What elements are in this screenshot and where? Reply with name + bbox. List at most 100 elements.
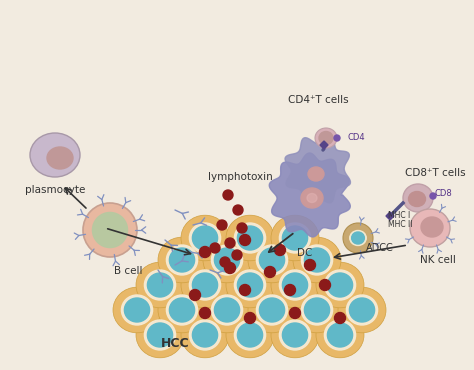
Ellipse shape — [181, 262, 229, 308]
Ellipse shape — [47, 147, 73, 169]
Circle shape — [217, 220, 227, 230]
Ellipse shape — [92, 212, 128, 248]
Circle shape — [237, 223, 247, 233]
Ellipse shape — [192, 273, 218, 297]
Ellipse shape — [293, 237, 341, 283]
Ellipse shape — [211, 245, 243, 275]
Circle shape — [290, 307, 301, 319]
Ellipse shape — [283, 273, 308, 297]
Ellipse shape — [190, 320, 220, 350]
Text: lymphotoxin: lymphotoxin — [208, 172, 273, 182]
Ellipse shape — [410, 209, 450, 247]
Polygon shape — [386, 212, 394, 220]
Ellipse shape — [301, 188, 323, 208]
Circle shape — [225, 262, 236, 273]
Ellipse shape — [293, 287, 341, 333]
Ellipse shape — [271, 215, 319, 261]
Ellipse shape — [248, 287, 296, 333]
Ellipse shape — [259, 248, 284, 272]
Ellipse shape — [136, 262, 184, 308]
Ellipse shape — [350, 231, 366, 246]
Ellipse shape — [308, 167, 324, 181]
Polygon shape — [285, 137, 350, 203]
Ellipse shape — [237, 273, 263, 297]
Polygon shape — [320, 141, 328, 149]
Circle shape — [223, 190, 233, 200]
Ellipse shape — [30, 133, 80, 177]
Polygon shape — [269, 153, 350, 237]
Ellipse shape — [315, 128, 337, 148]
Ellipse shape — [145, 270, 175, 300]
Circle shape — [239, 285, 250, 296]
Ellipse shape — [121, 295, 153, 325]
Text: ADCC: ADCC — [366, 243, 394, 253]
Ellipse shape — [279, 223, 310, 253]
Circle shape — [190, 289, 201, 300]
Ellipse shape — [192, 226, 218, 250]
Circle shape — [233, 205, 243, 215]
Ellipse shape — [181, 312, 229, 358]
Ellipse shape — [316, 262, 364, 308]
Ellipse shape — [248, 237, 296, 283]
Ellipse shape — [421, 217, 443, 237]
Text: CD8⁺T cells: CD8⁺T cells — [405, 168, 465, 178]
Circle shape — [200, 307, 210, 319]
Circle shape — [225, 238, 235, 248]
Ellipse shape — [169, 298, 195, 322]
Ellipse shape — [307, 194, 317, 202]
Ellipse shape — [226, 312, 274, 358]
Ellipse shape — [190, 270, 220, 300]
Circle shape — [245, 313, 255, 323]
Ellipse shape — [319, 131, 333, 145]
Ellipse shape — [166, 245, 198, 275]
Ellipse shape — [158, 287, 206, 333]
Ellipse shape — [316, 312, 364, 358]
Ellipse shape — [271, 312, 319, 358]
Circle shape — [264, 266, 275, 278]
Circle shape — [304, 259, 316, 270]
Circle shape — [430, 193, 436, 199]
Ellipse shape — [279, 320, 310, 350]
Circle shape — [319, 279, 330, 290]
Ellipse shape — [226, 262, 274, 308]
Text: NK cell: NK cell — [420, 255, 456, 265]
Ellipse shape — [259, 298, 284, 322]
Ellipse shape — [346, 295, 378, 325]
Ellipse shape — [147, 273, 173, 297]
Circle shape — [239, 235, 250, 246]
Ellipse shape — [113, 287, 161, 333]
Ellipse shape — [279, 270, 310, 300]
Ellipse shape — [271, 262, 319, 308]
Circle shape — [200, 246, 210, 258]
Ellipse shape — [283, 323, 308, 347]
Ellipse shape — [235, 320, 265, 350]
Ellipse shape — [235, 270, 265, 300]
Ellipse shape — [328, 273, 353, 297]
Circle shape — [335, 313, 346, 323]
Ellipse shape — [203, 287, 251, 333]
Ellipse shape — [158, 237, 206, 283]
Ellipse shape — [181, 215, 229, 261]
Ellipse shape — [324, 320, 356, 350]
Ellipse shape — [214, 248, 239, 272]
Ellipse shape — [283, 226, 308, 250]
Ellipse shape — [237, 226, 263, 250]
Text: CD4: CD4 — [348, 132, 365, 141]
Text: HCC: HCC — [161, 337, 189, 350]
Ellipse shape — [145, 320, 175, 350]
Ellipse shape — [211, 295, 243, 325]
Ellipse shape — [83, 203, 137, 257]
Circle shape — [334, 135, 340, 141]
Ellipse shape — [324, 270, 356, 300]
Ellipse shape — [235, 223, 265, 253]
Ellipse shape — [301, 245, 333, 275]
Ellipse shape — [301, 295, 333, 325]
Ellipse shape — [190, 223, 220, 253]
Ellipse shape — [349, 298, 374, 322]
Ellipse shape — [136, 312, 184, 358]
Text: CD8: CD8 — [435, 188, 453, 198]
Ellipse shape — [214, 298, 239, 322]
Ellipse shape — [166, 295, 198, 325]
Ellipse shape — [403, 184, 433, 212]
Text: CD4⁺T cells: CD4⁺T cells — [288, 95, 348, 105]
